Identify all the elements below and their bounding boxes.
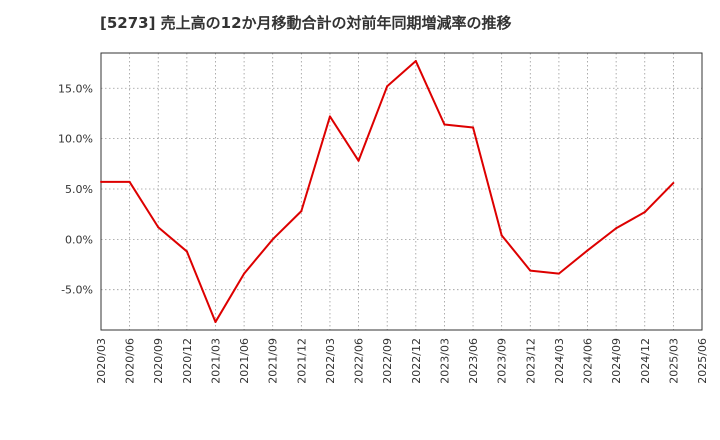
data-point	[243, 272, 246, 275]
data-point	[328, 115, 331, 118]
data-point	[357, 159, 360, 162]
x-tick-label: 2023/12	[524, 338, 537, 384]
data-point	[157, 226, 160, 229]
x-tick-label: 2024/03	[553, 338, 566, 384]
x-tick-label: 2020/12	[181, 338, 194, 384]
x-tick-label: 2021/03	[209, 338, 222, 384]
data-point	[386, 85, 389, 88]
data-point	[271, 238, 274, 241]
x-tick-label: 2024/06	[582, 338, 595, 384]
x-tick-label: 2022/09	[381, 338, 394, 384]
x-tick-label: 2021/06	[238, 338, 251, 384]
data-point	[414, 60, 417, 63]
plot-frame	[100, 52, 703, 331]
y-tick-label: -5.0%	[61, 284, 93, 297]
data-point	[100, 180, 102, 183]
x-tick-label: 2021/12	[295, 338, 308, 384]
data-point	[500, 234, 503, 237]
series-line	[101, 60, 675, 323]
data-point	[443, 123, 446, 126]
x-axis: 2020/03 2020/06 2020/09 2020/12 2021/03 2021/…	[95, 338, 709, 384]
data-point	[672, 181, 675, 184]
data-point	[643, 211, 646, 214]
y-tick-label: 15.0%	[58, 82, 93, 95]
data-point	[214, 320, 217, 323]
y-tick-label: 10.0%	[58, 133, 93, 146]
series-layer	[100, 60, 675, 323]
data-point	[529, 269, 532, 272]
x-tick-label: 2023/06	[467, 338, 480, 384]
x-tick-label: 2020/06	[124, 338, 137, 384]
y-tick-label: 5.0%	[65, 183, 93, 196]
x-tick-label: 2024/09	[610, 338, 623, 384]
x-tick-label: 2023/09	[496, 338, 509, 384]
data-point	[128, 180, 131, 183]
x-tick-label: 2024/12	[639, 338, 652, 384]
x-tick-label: 2020/09	[152, 338, 165, 384]
x-tick-label: 2020/03	[95, 338, 108, 384]
x-tick-label: 2023/03	[438, 338, 451, 384]
data-point	[557, 272, 560, 275]
data-point	[185, 250, 188, 253]
data-point	[472, 126, 475, 129]
x-tick-label: 2025/06	[696, 338, 709, 384]
x-tick-label: 2021/09	[267, 338, 280, 384]
x-tick-label: 2022/06	[353, 338, 366, 384]
x-tick-label: 2025/03	[667, 338, 680, 384]
x-tick-label: 2022/12	[410, 338, 423, 384]
grid-lines	[101, 53, 702, 330]
data-point	[586, 249, 589, 252]
y-tick-label: 0.0%	[65, 233, 93, 246]
chart-title: [5273] 売上高の12か月移動合計の対前年同期増減率の推移	[100, 14, 512, 32]
data-point	[615, 227, 618, 230]
y-axis: -5.0% 0.0% 5.0% 10.0% 15.0%	[58, 82, 93, 296]
data-point	[300, 210, 303, 213]
x-tick-label: 2022/03	[324, 338, 337, 384]
